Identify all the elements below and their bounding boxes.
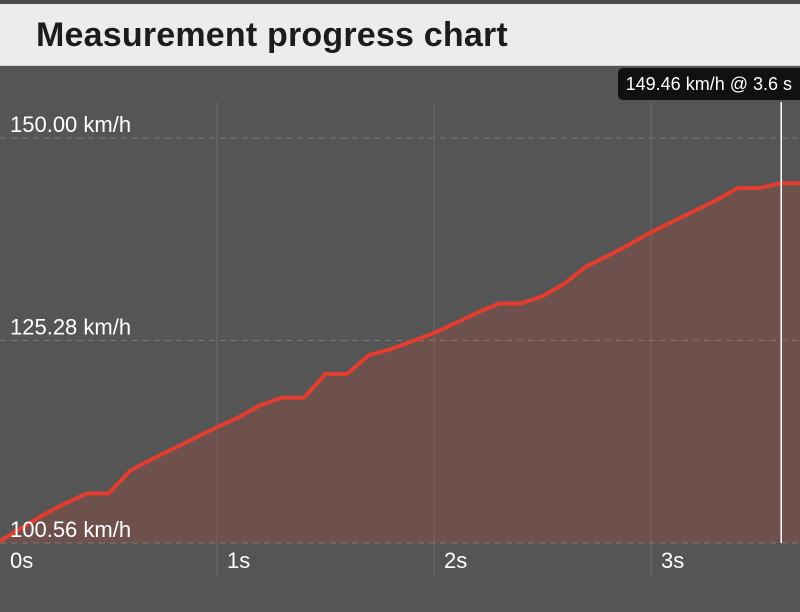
page-title: Measurement progress chart xyxy=(36,16,508,54)
x-axis-band xyxy=(0,543,800,612)
series-area xyxy=(0,183,800,543)
y-tick-label: 125.28 km/h xyxy=(10,315,131,340)
chart-area[interactable]: 150.00 km/h 125.28 km/h 100.56 km/h 0s 1s 2s 3… xyxy=(0,66,800,612)
series-line xyxy=(0,181,800,543)
x-tick-label: 1s xyxy=(227,548,250,573)
progress-chart[interactable]: 150.00 km/h 125.28 km/h 100.56 km/h 0s 1s 2s 3… xyxy=(0,66,800,612)
chart-header: Measurement progress chart xyxy=(0,4,800,66)
x-tick-label: 3s xyxy=(661,548,684,573)
top-edge xyxy=(0,0,800,4)
y-tick-label: 100.56 km/h xyxy=(10,517,131,542)
y-tick-label: 150.00 km/h xyxy=(10,112,131,137)
x-tick-label: 2s xyxy=(444,548,467,573)
value-tooltip: 149.46 km/h @ 3.6 s xyxy=(617,68,800,100)
x-tick-label: 0s xyxy=(10,548,33,573)
